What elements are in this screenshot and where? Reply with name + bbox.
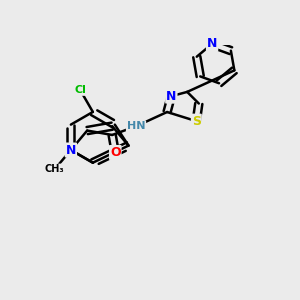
Text: N: N — [166, 90, 176, 103]
Text: O: O — [110, 146, 121, 159]
Text: N: N — [207, 37, 217, 50]
Text: N: N — [66, 143, 76, 157]
Text: S: S — [192, 115, 201, 128]
Text: HN: HN — [127, 121, 145, 131]
Text: H: H — [131, 121, 141, 131]
Text: CH₃: CH₃ — [45, 164, 64, 174]
Text: Cl: Cl — [74, 85, 86, 95]
